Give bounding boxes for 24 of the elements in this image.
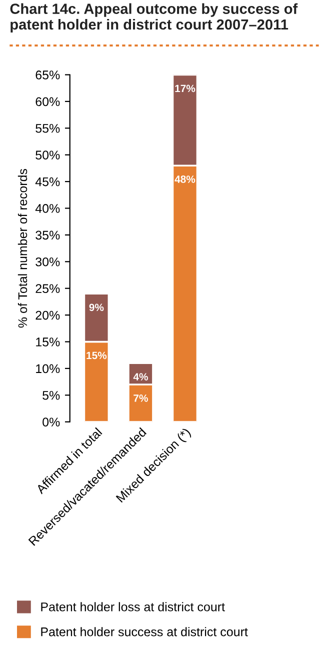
- y-tick-label: 50%: [36, 150, 60, 160]
- y-tick-label: 0%: [42, 418, 60, 426]
- y-tick-label: 20%: [36, 310, 60, 320]
- chart-title: Chart 14c. Appeal outcome by success of patent holder in district court 2007–2011: [10, 3, 298, 33]
- data-label: 7%: [134, 394, 148, 402]
- y-tick-label: 15%: [36, 338, 60, 346]
- data-label: 48%: [174, 176, 196, 183]
- y-tick-label: 25%: [36, 284, 60, 293]
- y-axis-title: % of Total number of records: [18, 168, 28, 328]
- y-tick-label: 5%: [42, 391, 60, 400]
- y-tick-label: 65%: [36, 70, 60, 80]
- y-tick-label: 45%: [35, 177, 60, 186]
- legend-label: Patent holder loss at district court: [41, 602, 225, 612]
- data-label: 17%: [175, 84, 196, 92]
- data-label: 15%: [86, 352, 107, 360]
- y-tick-label: 30%: [36, 257, 60, 266]
- data-label: 4%: [133, 373, 148, 380]
- y-tick-label: 55%: [36, 124, 60, 133]
- y-tick-label: 35%: [36, 230, 60, 240]
- legend-label: Patent holder success at district court: [41, 627, 248, 636]
- data-label: 9%: [89, 304, 104, 312]
- y-tick-label: 60%: [36, 97, 60, 106]
- y-tick-label: 40%: [35, 204, 60, 213]
- y-tick-label: 10%: [36, 364, 60, 374]
